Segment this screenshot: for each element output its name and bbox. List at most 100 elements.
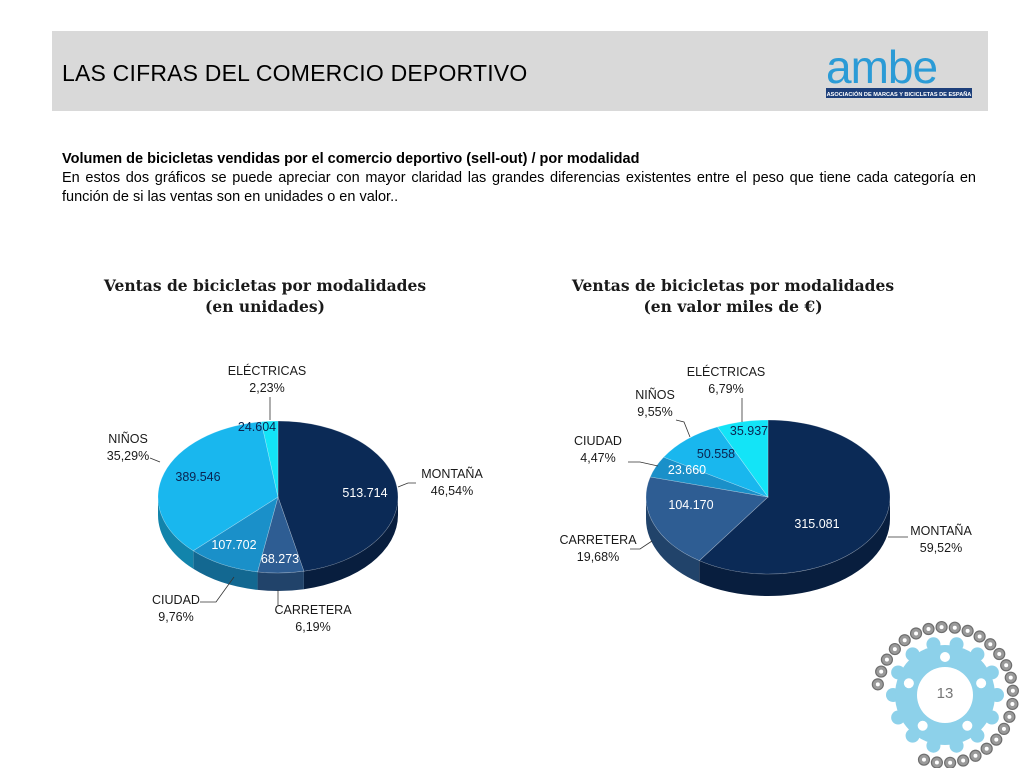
value-label-ciudad: 107.702 [211, 538, 256, 552]
category-label-carretera: CARRETERA [274, 603, 352, 617]
value-label-electricas: 24.604 [238, 420, 276, 434]
logo-text: ambe [826, 43, 937, 93]
category-label-ninos: NIÑOS [635, 388, 675, 402]
chart-title-value: Ventas de bicicletas por modalidades (en… [558, 275, 908, 317]
percent-label-ciudad: 4,47% [580, 451, 615, 465]
percent-label-ninos: 9,55% [637, 405, 672, 419]
percent-label-montana: 46,54% [431, 484, 473, 498]
pie-slice-ciudad [192, 496, 279, 573]
chain-pin-icon [1010, 688, 1015, 693]
chain-pin-icon [948, 760, 953, 765]
intro-heading: Volumen de bicicletas vendidas por el co… [62, 151, 640, 167]
logo-subtext: ASOCIACIÓN DE MARCAS Y BICICLETAS DE ESP… [827, 90, 972, 98]
leader-line-montana [397, 482, 416, 488]
pie-chart-units: 513.714 68.273 107.702 389.546 24.604 MONTAÑA… [107, 363, 484, 634]
chain-pin-icon [973, 753, 978, 758]
value-label-montana: 513.714 [342, 486, 387, 500]
chain-pin-icon [994, 737, 999, 742]
value-label-montana: 315.081 [794, 517, 839, 531]
page-number: 13 [937, 685, 954, 702]
chain-pin-icon [939, 625, 944, 630]
ambe-logo: ambe ASOCIACIÓN DE MARCAS Y BICICLETAS D… [826, 43, 972, 98]
chain-pin-icon [952, 625, 957, 630]
pie-chart-value: 315.081 104.170 23.660 50.558 35.937 MONTAÑA 5… [559, 364, 972, 596]
chain-pin-icon [997, 652, 1002, 657]
chain-pin-icon [902, 638, 907, 643]
chart-title-units-line2: (en unidades) [205, 297, 325, 316]
chain-pin-icon [921, 757, 926, 762]
leader-line-ciudad [628, 461, 659, 467]
leader-line-carretera [630, 540, 653, 550]
chain-pin-icon [988, 642, 993, 647]
pie-side-walls [158, 497, 399, 591]
pie-slices [645, 419, 891, 575]
chart-title-units: Ventas de bicicletas por modalidades (en… [90, 275, 440, 317]
value-label-electricas: 35.937 [730, 424, 768, 438]
pie-side-walls [646, 497, 890, 596]
percent-label-electricas: 2,23% [249, 381, 284, 395]
category-label-montana: MONTAÑA [910, 524, 972, 538]
chain-pin-icon [875, 682, 880, 687]
chain-pin-icon [926, 627, 931, 632]
category-label-electricas: ELÉCTRICAS [228, 363, 307, 378]
chain-pin-icon [961, 758, 966, 763]
pie-side-montana [303, 497, 399, 590]
pie-slice-carretera [257, 495, 305, 574]
leader-line-ninos [675, 419, 691, 438]
chain-pin-icon [965, 628, 970, 633]
chain-pin-icon [1001, 726, 1006, 731]
gear-hub-icon [917, 667, 973, 723]
pie-side-montana [699, 497, 890, 596]
leader-line-ciudad [200, 576, 235, 603]
percent-label-ninos: 35,29% [107, 449, 149, 463]
chain-pin-icon [884, 657, 889, 662]
percent-label-carretera: 19,68% [577, 550, 619, 564]
chain-pin-icon [984, 746, 989, 751]
pie-side-carretera [646, 497, 700, 583]
chain-pin-icon [934, 760, 939, 765]
pie-side-ciudad [193, 550, 258, 590]
percent-label-ciudad: 9,76% [158, 610, 193, 624]
category-label-carretera: CARRETERA [559, 533, 637, 547]
value-label-carretera: 104.170 [668, 498, 713, 512]
chain-pin-icon [892, 647, 897, 652]
chart-title-units-line1: Ventas de bicicletas por modalidades [103, 276, 427, 295]
pie-slice-ninos [663, 426, 769, 498]
chain-pin-icon [1007, 714, 1012, 719]
category-label-ciudad: CIUDAD [152, 593, 200, 607]
pie-slice-carretera [645, 476, 769, 561]
chain-pin-icon [977, 634, 982, 639]
intro-body: En estos dos gráficos se puede apreciar … [62, 170, 976, 205]
category-label-ciudad: CIUDAD [574, 434, 622, 448]
intro-text: Volumen de bicicletas vendidas por el co… [62, 150, 976, 207]
category-label-ninos: NIÑOS [108, 432, 148, 446]
pie-slice-ninos [157, 421, 279, 552]
chart-title-value-line2: (en valor miles de €) [643, 297, 823, 316]
gear-hole-icon [903, 678, 914, 689]
chain-pin-icon [879, 669, 884, 674]
percent-label-carretera: 6,19% [295, 620, 330, 634]
chart-title-value-line1: Ventas de bicicletas por modalidades [571, 276, 895, 295]
value-label-ninos: 389.546 [175, 470, 220, 484]
value-label-ninos: 50.558 [697, 447, 735, 461]
gear-decoration [871, 620, 1019, 768]
category-label-electricas: ELÉCTRICAS [687, 364, 766, 379]
pie-slices [157, 420, 399, 574]
page-title: LAS CIFRAS DEL COMERCIO DEPORTIVO [62, 60, 528, 86]
leader-line-ninos [149, 457, 161, 463]
pie-side-carretera [257, 571, 304, 591]
gear-hole-icon [962, 720, 973, 731]
gear-hole-icon [976, 678, 987, 689]
value-label-ciudad: 23.660 [668, 463, 706, 477]
header-bar: LAS CIFRAS DEL COMERCIO DEPORTIVO ambe A… [52, 31, 988, 111]
category-label-montana: MONTAÑA [421, 467, 483, 481]
value-label-carretera: 68.273 [261, 552, 299, 566]
pie-slice-electricas [260, 420, 279, 498]
chain-pin-icon [1004, 663, 1009, 668]
chain-pin-icon [1008, 675, 1013, 680]
percent-label-montana: 59,52% [920, 541, 962, 555]
pie-slice-montana [698, 419, 891, 575]
pie-slice-montana [277, 420, 399, 572]
chain-pin-icon [1010, 701, 1015, 706]
